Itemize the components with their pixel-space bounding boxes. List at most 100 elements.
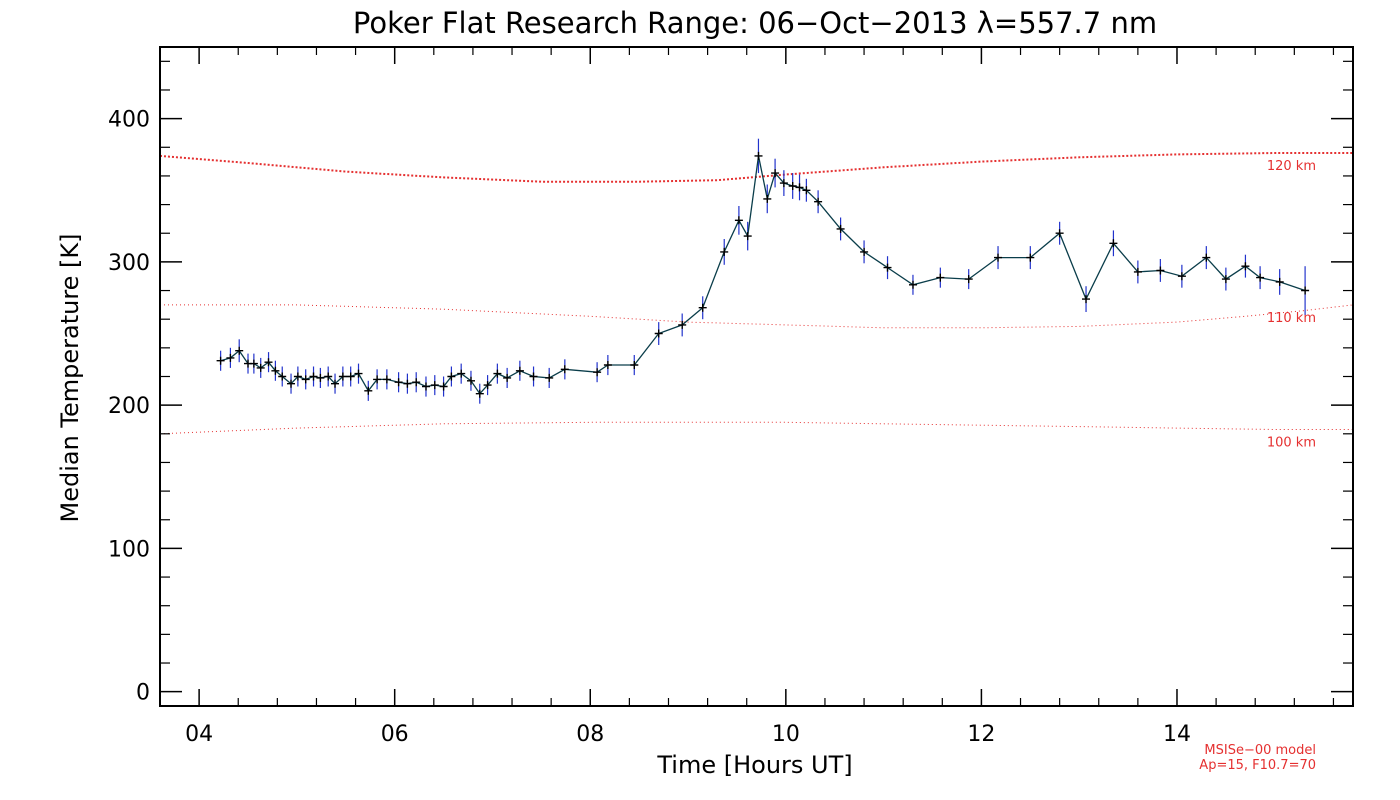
data-point [909, 280, 917, 289]
data-point [771, 169, 780, 178]
data-point [382, 375, 391, 384]
data-point [235, 346, 244, 355]
model-params-note: Ap=15, F10.7=70 [1199, 758, 1316, 773]
data-point [422, 382, 430, 391]
data-point [475, 389, 484, 398]
data-point [754, 151, 763, 160]
y-axis-label: Median Temperature [K] [56, 233, 84, 522]
x-tick-label: 14 [1163, 722, 1191, 747]
data-point [964, 275, 973, 284]
data-point [1133, 267, 1142, 276]
series-0 [216, 138, 1310, 404]
data-point [814, 197, 823, 206]
data-point [1202, 253, 1211, 262]
data-point [373, 375, 382, 384]
data-point [287, 379, 295, 388]
data-point [720, 247, 729, 256]
data-point [883, 263, 892, 272]
data-point [293, 372, 302, 381]
data-point [503, 373, 512, 382]
data-point [603, 361, 612, 369]
data-point [836, 224, 845, 233]
data-point [439, 382, 448, 391]
data-series [216, 138, 1310, 404]
data-point [1026, 253, 1035, 262]
data-point [795, 183, 804, 192]
y-tick-label: 0 [136, 681, 150, 706]
data-point [346, 372, 355, 381]
data-point [802, 186, 811, 195]
data-point [483, 381, 492, 390]
data-point [447, 372, 456, 381]
data-point [364, 386, 373, 395]
data-point [394, 378, 403, 387]
x-tick-label: 10 [772, 722, 800, 747]
data-point [316, 373, 325, 382]
data-point [529, 372, 538, 381]
data-point [1241, 262, 1250, 271]
data-point [545, 373, 554, 382]
data-point [324, 372, 333, 381]
x-axis-label: Time [Hours UT] [656, 751, 852, 779]
data-point [654, 329, 663, 338]
data-point [1275, 277, 1284, 286]
data-point [1055, 229, 1064, 238]
model-curve-100-km [159, 421, 1353, 435]
data-point [788, 182, 797, 190]
model-curve-label: 120 km [1267, 159, 1316, 174]
x-tick-label: 04 [185, 722, 213, 747]
data-point [264, 358, 273, 367]
data-point [593, 368, 602, 377]
data-point [412, 378, 421, 387]
x-tick-label: 08 [576, 722, 604, 747]
data-point [860, 247, 869, 256]
y-tick-label: 200 [108, 394, 150, 419]
chart-title: Poker Flat Research Range: 06−Oct−2013 λ… [353, 6, 1157, 40]
model-curve-label: 100 km [1267, 436, 1316, 451]
model-curve-120-km [159, 152, 1353, 183]
data-point [467, 376, 475, 385]
data-point [256, 363, 265, 372]
data-point [698, 303, 707, 312]
axes [159, 46, 1354, 707]
x-tick-label: 12 [967, 722, 995, 747]
data-point [1256, 273, 1265, 282]
data-point [1156, 266, 1165, 275]
y-tick-label: 300 [108, 251, 150, 276]
data-point [301, 375, 310, 384]
data-point [630, 361, 639, 369]
data-point [515, 366, 524, 375]
data-point [249, 359, 258, 368]
x-tick-label: 06 [381, 722, 409, 747]
data-point [271, 366, 280, 375]
data-point [331, 379, 339, 388]
data-point [743, 232, 752, 241]
data-point [1109, 239, 1118, 248]
data-point [763, 194, 772, 203]
data-point [226, 353, 235, 362]
data-point [994, 253, 1002, 262]
data-point [430, 381, 439, 390]
data-point [1082, 295, 1090, 304]
data-point [678, 320, 687, 329]
data-point [1177, 272, 1186, 281]
data-point [403, 379, 412, 388]
y-tick-label: 100 [108, 537, 150, 562]
data-point [734, 216, 743, 225]
data-point [936, 273, 945, 282]
data-point [779, 179, 788, 188]
data-point [457, 369, 466, 378]
tick-labels: 04 06 08 10 12 14 0 100 200 300 400 [108, 108, 1191, 747]
data-point [309, 372, 318, 381]
model-curves: 120 km 110 km 100 km [159, 152, 1354, 451]
data-point [1221, 275, 1230, 284]
y-tick-label: 400 [108, 108, 150, 133]
data-point [354, 369, 363, 378]
data-point [1301, 286, 1310, 295]
model-curve-110-km [160, 304, 1354, 329]
model-note: MSISe−00 model [1204, 743, 1316, 758]
data-point [216, 356, 225, 365]
series-line [220, 155, 1306, 395]
data-point [278, 372, 287, 381]
